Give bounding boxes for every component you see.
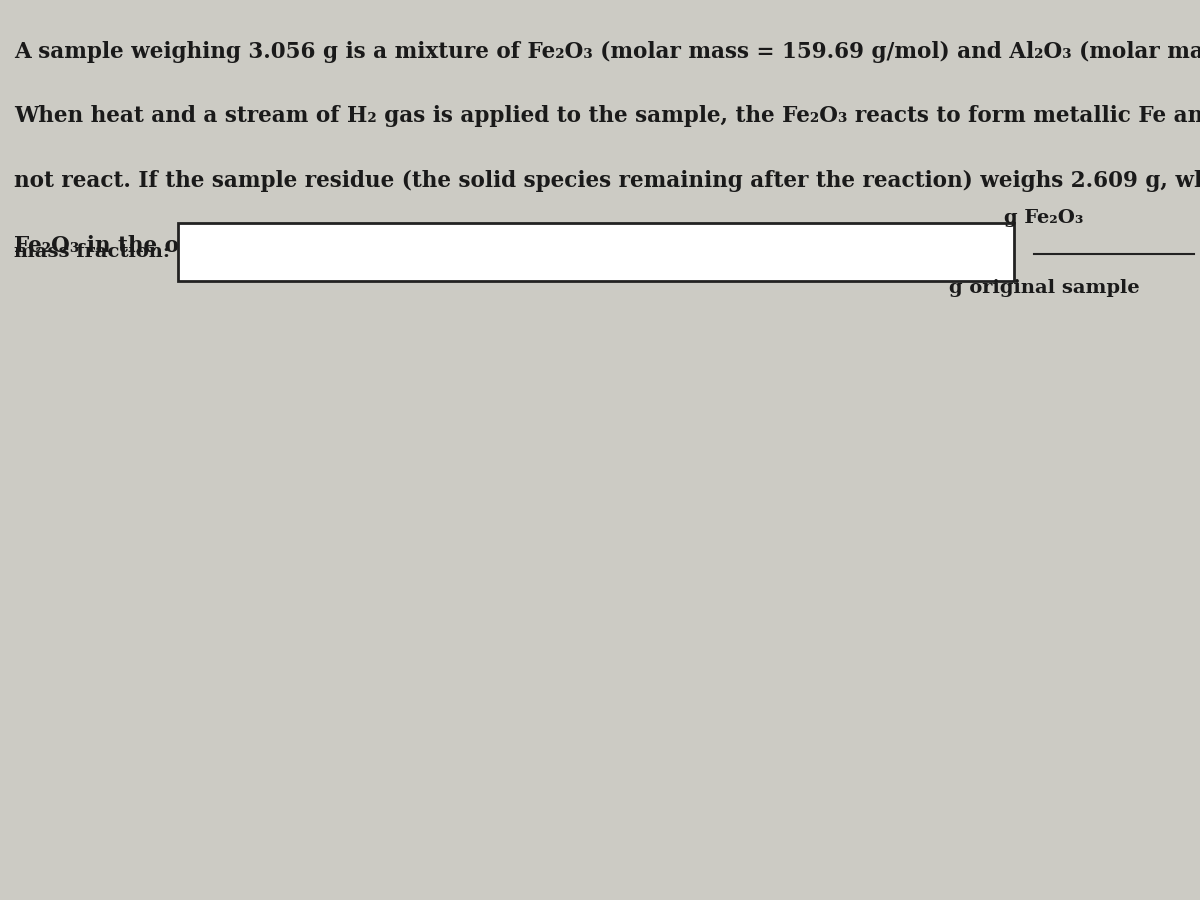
Text: When heat and a stream of H₂ gas is applied to the sample, the Fe₂O₃ reacts to f: When heat and a stream of H₂ gas is appl…: [14, 105, 1200, 128]
Text: g Fe₂O₃: g Fe₂O₃: [1004, 209, 1084, 227]
Text: A sample weighing 3.056 g is a mixture of Fe₂O₃ (molar mass = 159.69 g/mol) and : A sample weighing 3.056 g is a mixture o…: [14, 40, 1200, 63]
Text: g original sample: g original sample: [949, 279, 1139, 297]
Bar: [178, 223, 1014, 281]
Text: not react. If the sample residue (the solid species remaining after the reaction: not react. If the sample residue (the so…: [14, 170, 1200, 193]
Text: mass fraction:: mass fraction:: [14, 243, 170, 261]
Text: Fe₂O₃ in the original sample?: Fe₂O₃ in the original sample?: [14, 235, 365, 256]
